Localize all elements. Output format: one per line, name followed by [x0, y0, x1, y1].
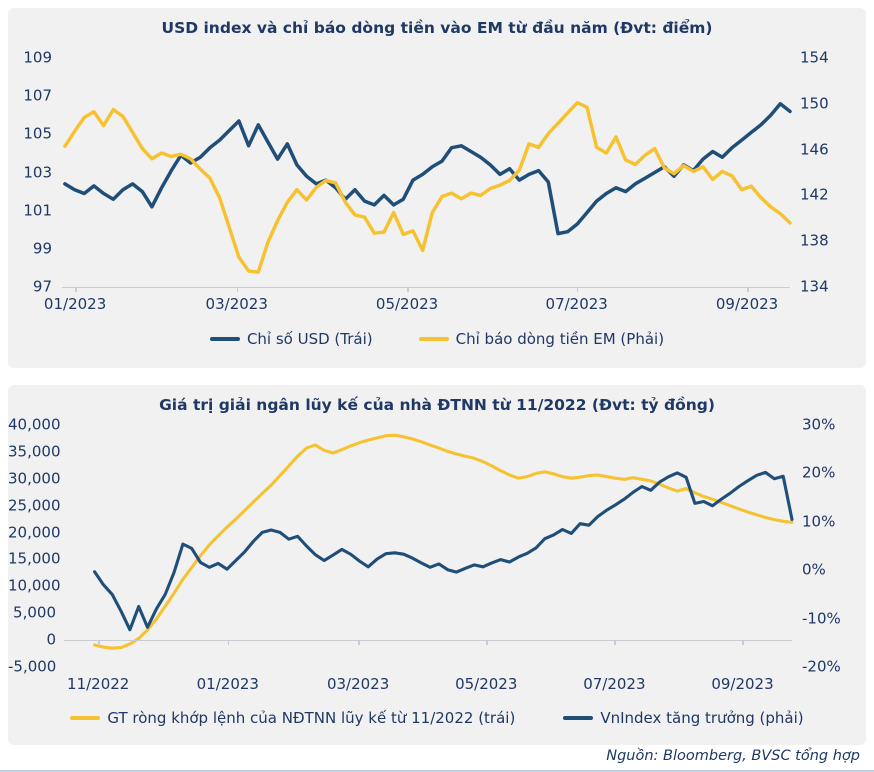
axis-tick-mark [98, 640, 100, 646]
y-tick-right: 20% [802, 463, 836, 482]
right-axis-ticks: 154 150 146 142 138 134 [800, 50, 860, 294]
x-tick-label: 11/2022 [67, 675, 130, 693]
series-line [63, 100, 792, 274]
x-tick-label: 07/2023 [583, 675, 646, 693]
chart-title-foreign-investor: Giá trị giải ngân lũy kế của nhà ĐTNN từ… [159, 396, 715, 414]
left-axis-ticks: 109 107 105 103 101 99 97 [8, 50, 52, 294]
axis-tick-mark [576, 287, 579, 292]
axis-tick-mark [747, 287, 749, 292]
y-tick-left: 15,000 [8, 549, 61, 568]
source-note: Nguồn: Bloomberg, BVSC tổng hợp [606, 748, 860, 764]
legend-label: VnIndex tăng trưởng (phải) [600, 709, 804, 727]
y-tick-right: 154 [800, 48, 829, 67]
y-tick-right: 0% [802, 560, 826, 579]
y-tick-left: 109 [23, 48, 52, 67]
axis-tick-mark [236, 287, 239, 292]
x-tick-label: 03/2023 [205, 295, 268, 313]
y-tick-right: -20% [802, 657, 841, 676]
x-tick-label: 01/2023 [196, 675, 259, 693]
line-chart-canvas [93, 433, 794, 650]
y-tick-right: 150 [800, 94, 829, 113]
x-tick-label: 07/2023 [545, 295, 608, 313]
y-tick-left: 99 [32, 239, 52, 258]
axis-tick-mark [486, 640, 488, 646]
legend-label: GT ròng khớp lệnh của NĐTNN lũy kế từ 11… [107, 709, 516, 727]
plot-area [64, 425, 794, 667]
legend-swatch-navy [209, 337, 240, 341]
legend-swatch-gold [418, 337, 449, 341]
legend-label: Chỉ số USD (Trái) [246, 330, 373, 348]
chart-title-usd-em: USD index và chỉ báo dòng tiền vào EM từ… [161, 19, 713, 37]
y-tick-left: 35,000 [8, 442, 61, 461]
y-tick-left: 40,000 [8, 415, 61, 434]
y-tick-left: 20,000 [8, 523, 61, 542]
y-tick-right: 146 [800, 140, 829, 159]
legend-label: Chỉ báo dòng tiền EM (Phải) [455, 330, 665, 348]
y-tick-left: 105 [23, 124, 52, 143]
axis-tick-mark [742, 640, 744, 646]
x-tick-label: 03/2023 [326, 675, 390, 693]
y-tick-left: 107 [23, 86, 52, 105]
x-axis-ticks: 11/2022 01/2023 03/2023 05/2023 07/2023 09/20… [64, 675, 792, 695]
y-tick-left: 30,000 [8, 469, 61, 488]
legend-item: Chỉ số USD (Trái) [209, 330, 373, 348]
y-tick-left: 101 [23, 201, 52, 220]
axis-baseline [62, 287, 790, 288]
x-axis-ticks: 01/2023 03/2023 05/2023 07/2023 09/2023 [44, 295, 790, 315]
axis-tick-mark [614, 640, 616, 646]
x-tick-label: 05/2023 [375, 295, 439, 313]
series-line [93, 470, 794, 632]
legend-item: GT ròng khớp lệnh của NĐTNN lũy kế từ 11… [70, 709, 515, 727]
y-tick-right: 30% [802, 415, 836, 434]
left-axis-ticks: 40,000 35,000 30,000 25,000 20,000 15,000 10,0… [8, 417, 61, 674]
y-tick-left: 0 [46, 630, 56, 649]
legend-item: Chỉ báo dòng tiền EM (Phải) [418, 330, 665, 348]
axis-tick-mark [227, 640, 230, 646]
legend-item: VnIndex tăng trưởng (phải) [563, 709, 804, 727]
right-axis-ticks: 30% 20% 10% 0% -10% -20% [802, 417, 862, 674]
bottom-rule [0, 770, 874, 772]
legend-swatch-navy [563, 716, 594, 720]
axis-baseline [64, 640, 792, 642]
y-tick-left: 103 [23, 163, 52, 181]
y-tick-left: -5,000 [8, 657, 57, 676]
y-tick-left: 5,000 [13, 603, 56, 622]
axis-tick-mark [75, 287, 77, 292]
y-tick-right: -10% [802, 609, 841, 628]
legend: GT ròng khớp lệnh của NĐTNN lũy kế từ 11… [8, 709, 866, 727]
foreign-investor-chart-panel: Giá trị giải ngân lũy kế của nhà ĐTNN từ… [8, 385, 866, 745]
legend-swatch-gold [70, 716, 101, 720]
series-line [93, 433, 794, 650]
y-tick-left: 25,000 [8, 496, 61, 515]
y-tick-left: 10,000 [8, 576, 61, 595]
x-tick-label: 09/2023 [711, 675, 774, 693]
x-tick-label: 01/2023 [43, 295, 107, 313]
y-tick-right: 142 [800, 185, 829, 204]
axis-tick-mark [407, 287, 409, 292]
legend: Chỉ số USD (Trái) Chỉ báo dòng tiền EM (P… [8, 330, 866, 348]
y-tick-right: 10% [802, 512, 836, 531]
y-tick-left: 97 [32, 277, 52, 296]
x-tick-label: 05/2023 [455, 675, 518, 693]
x-tick-label: 09/2023 [715, 295, 779, 313]
y-tick-right: 134 [800, 277, 829, 296]
line-chart-canvas [63, 100, 792, 274]
axis-tick-mark [358, 640, 360, 646]
y-tick-right: 138 [800, 231, 829, 250]
usd-em-flow-chart-panel: USD index và chỉ báo dòng tiền vào EM từ… [8, 8, 866, 368]
plot-area [62, 58, 792, 292]
